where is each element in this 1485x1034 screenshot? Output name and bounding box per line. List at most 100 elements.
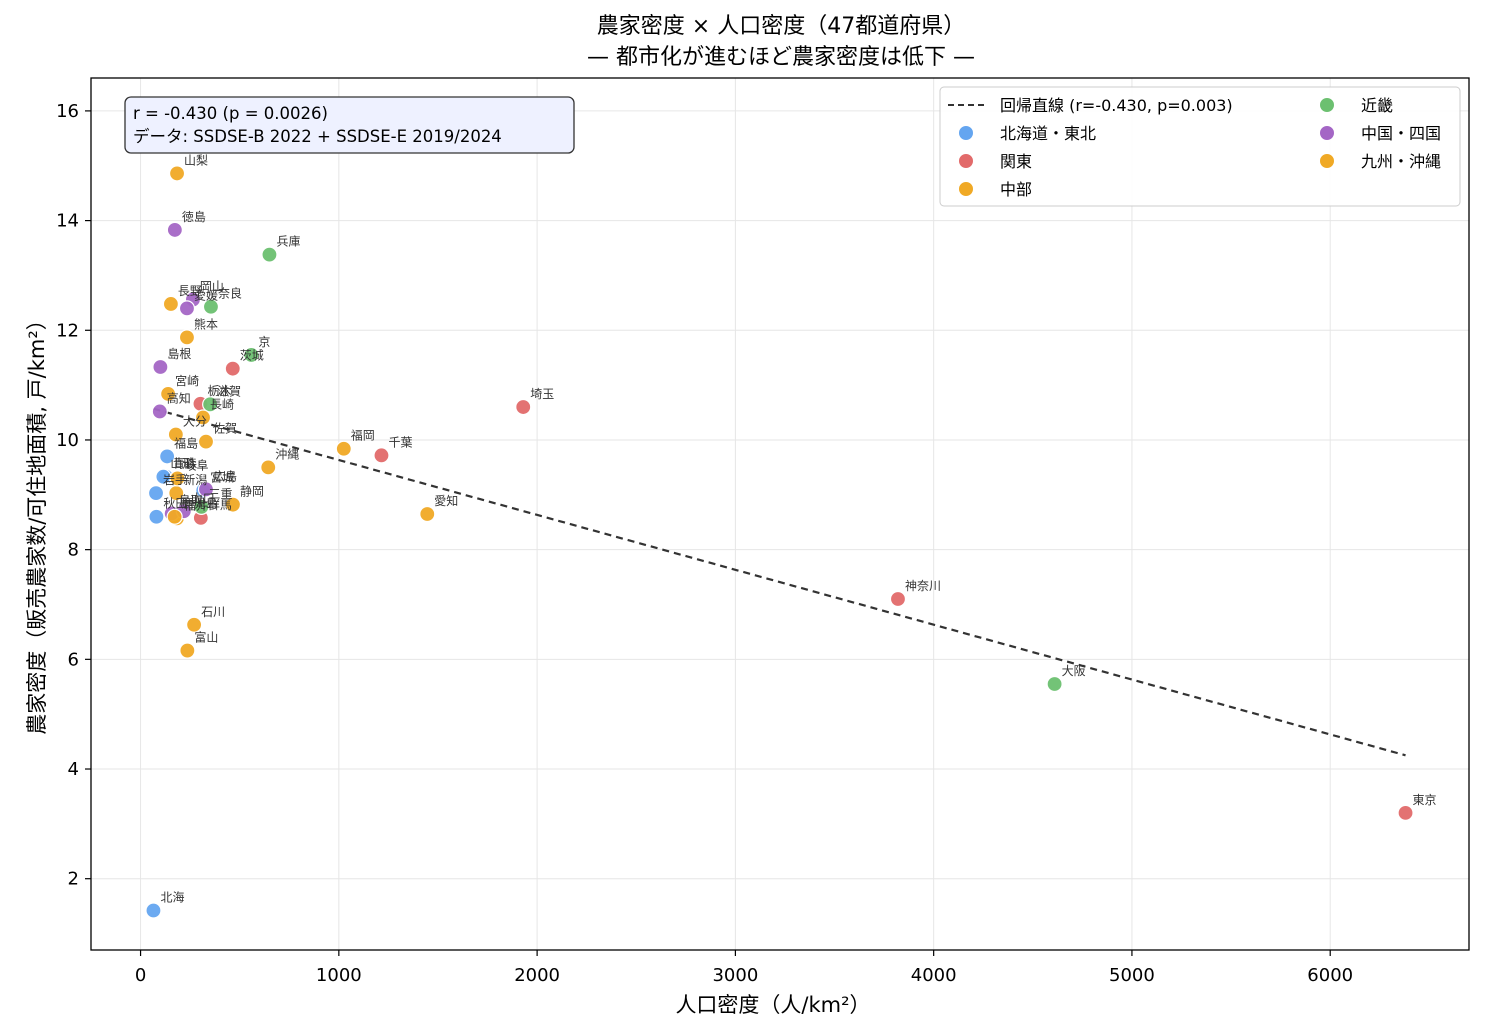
data-point-label: 長崎	[210, 397, 234, 411]
data-point	[515, 398, 532, 416]
data-point-label: 三重	[208, 487, 232, 501]
data-point-label: 愛知	[434, 494, 458, 508]
data-point-label: 長野	[178, 284, 202, 298]
data-point-label: 高知	[167, 390, 191, 405]
legend-swatch	[958, 181, 974, 197]
data-point	[889, 590, 907, 608]
x-tick-label: 6000	[1307, 965, 1353, 986]
data-point-label: 埼玉	[530, 387, 554, 401]
data-point	[1046, 675, 1063, 693]
data-point-label: 富山	[194, 630, 218, 645]
data-point-label: 北海	[160, 890, 184, 905]
data-point-label: 奈良	[218, 286, 242, 301]
data-point-label: 徳島	[182, 209, 206, 224]
y-tick-label: 12	[56, 320, 79, 341]
data-point	[1397, 804, 1414, 821]
legend-swatch	[1319, 125, 1335, 141]
data-point-label: 滋賀	[217, 384, 241, 398]
data-point-label: 千葉	[388, 435, 412, 449]
data-point-label: 岐阜	[184, 458, 208, 472]
grid-lines	[91, 78, 1469, 950]
y-tick-label: 4	[68, 759, 79, 780]
data-point	[162, 295, 180, 313]
data-point-label: 熊本	[194, 316, 218, 331]
data-point	[152, 358, 169, 376]
data-point	[166, 508, 183, 525]
data-point	[197, 481, 215, 498]
legend-frame	[939, 86, 1461, 207]
legend-swatch	[1319, 97, 1335, 113]
data-point	[151, 403, 168, 420]
stats-box-frame	[124, 96, 575, 154]
data-point	[335, 440, 352, 457]
stats-annotation-box: r = -0.430 (p = 0.0026) データ: SSDSE-B 202…	[124, 96, 575, 154]
data-point-label: 愛媛	[194, 288, 218, 302]
data-point	[178, 300, 196, 317]
data-point-label: 鹿児島	[182, 496, 218, 511]
data-point-label: 大分	[183, 414, 207, 428]
x-tick-label: 1000	[316, 965, 362, 986]
data-point	[202, 396, 219, 413]
data-point-label: 宮崎	[175, 373, 199, 388]
data-point-label: 大阪	[1062, 664, 1086, 678]
x-tick-label: 0	[135, 965, 146, 986]
data-point-label: 福井	[184, 497, 208, 512]
data-point-label: 兵庫	[276, 235, 300, 249]
legend-regression-label: 回帰直線 (r=-0.430, p=0.003)	[1000, 96, 1233, 115]
data-point	[167, 426, 184, 443]
legend-label: 中国・四国	[1361, 124, 1441, 143]
data-point	[202, 298, 220, 315]
regression-line	[153, 407, 1406, 757]
y-axis-ticks: 2 4 6 8 10 12 14 16	[56, 101, 91, 890]
x-axis-ticks: 0 1000 2000 3000 4000 5000 6000	[135, 950, 1353, 986]
data-point-label: 岡山	[200, 280, 224, 294]
y-tick-label: 10	[56, 430, 79, 451]
data-point-label: 山口	[191, 491, 215, 505]
data-point	[194, 409, 212, 426]
data-point-label: 石川	[201, 605, 225, 619]
data-point-label: 広島	[213, 468, 237, 483]
data-point-label: 沖縄	[275, 446, 299, 461]
data-point	[243, 346, 260, 364]
data-point-label: 京	[258, 335, 270, 349]
data-point	[166, 221, 183, 239]
data-point	[148, 508, 165, 525]
data-point-label: 静岡	[240, 485, 264, 499]
data-point-label: 山形	[170, 457, 194, 471]
stats-source-text: データ: SSDSE-B 2022 + SSDSE-E 2019/2024	[133, 126, 502, 146]
legend-label: 中部	[1000, 180, 1032, 199]
data-point	[178, 329, 196, 346]
legend-label: 近畿	[1361, 96, 1393, 115]
x-axis-label: 人口密度（人/km²）	[675, 993, 870, 1017]
x-tick-label: 4000	[911, 965, 957, 986]
data-point	[261, 246, 278, 263]
data-point	[159, 448, 176, 465]
data-point	[147, 485, 165, 502]
data-point	[224, 360, 241, 377]
data-point	[160, 385, 177, 402]
data-point	[373, 447, 390, 464]
data-point-label: 栃木	[207, 384, 231, 398]
y-tick-label: 6	[68, 649, 79, 670]
data-point	[145, 902, 162, 919]
y-tick-label: 2	[68, 869, 79, 890]
chart-title-line-2: — 都市化が進むほど農家密度は低下 —	[587, 45, 975, 70]
data-point-label: 福岡	[351, 428, 375, 443]
plot-area	[91, 78, 1469, 950]
data-point	[197, 433, 215, 450]
y-tick-label: 8	[68, 540, 79, 561]
x-tick-label: 5000	[1109, 965, 1155, 986]
legend-swatch	[1319, 153, 1335, 169]
data-point-label: 鳥取	[179, 492, 203, 507]
legend-label: 九州・沖縄	[1361, 152, 1441, 171]
legend-swatch	[958, 125, 974, 141]
data-point-label: 宮城	[210, 469, 234, 484]
data-point	[419, 505, 436, 523]
x-tick-label: 3000	[712, 965, 758, 986]
data-point-label: 岩手	[163, 472, 187, 487]
regression-line-path	[153, 407, 1406, 757]
data-point	[186, 616, 203, 633]
